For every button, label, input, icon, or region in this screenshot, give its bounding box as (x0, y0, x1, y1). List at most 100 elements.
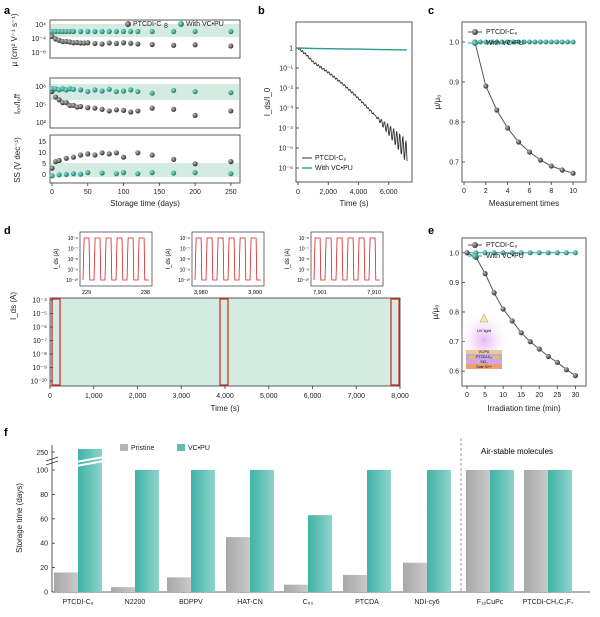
d-inset-xstart: 3,980 (194, 290, 208, 296)
a1-gray-point (171, 42, 177, 48)
a2-teal-point (149, 90, 155, 96)
a2-gray-point (52, 94, 59, 100)
d-inset-ytick: 10⁻⁷ (299, 247, 309, 253)
a3-teal-point (149, 170, 155, 176)
d-inset-pulse-trace (194, 237, 261, 281)
panel_c-ptcdi-point (483, 83, 489, 89)
a2-gray-point (56, 97, 62, 103)
panel_e-vcpu-point (572, 250, 578, 256)
panel_c-vcpu-point (532, 39, 538, 45)
f-bar-pristine (111, 587, 135, 592)
a-xtick-label: 150 (153, 189, 165, 196)
panel_e-vcpu-point (491, 250, 497, 256)
panel-a-sub2-frame (49, 77, 241, 129)
a3-ytick-1: 10 (38, 150, 46, 157)
f-category-label: HAT-CN (237, 599, 263, 606)
panel-a-xticks: 0 50 100 150 200 250 (50, 183, 237, 196)
f-category-label: NDI-cy6 (414, 599, 439, 606)
a2-gray-point (171, 106, 177, 112)
panel-c-series (472, 39, 576, 176)
f-category-label: PTCDA (355, 599, 379, 606)
panel_c-xtick-label: 2 (484, 188, 488, 195)
f-legend-vcpu: VC•PU (188, 445, 210, 452)
a2-teal-point (192, 88, 198, 95)
d-inset-ytick: 10⁻⁸ (68, 257, 78, 263)
panel-b-yticks: 1 10⁻¹ 10⁻² 10⁻³ 10⁻⁴ 10⁻⁵ 10⁻⁶ (279, 46, 299, 173)
f-category-label: PTCDI-CH₂C₃F₇ (523, 599, 574, 606)
d-inset-ylabel: I_ds (A) (166, 248, 172, 269)
ptcdi-layer (466, 354, 502, 359)
panel-d-main-frame (49, 297, 401, 387)
panel-d-xticks: 0 1,000 2,000 3,000 4,000 5,000 6,000 7,000 8,00… (48, 386, 409, 400)
panel_c-xtick-label: 8 (549, 188, 553, 195)
a-legend-ptcdi: PTCDI-C (133, 21, 161, 28)
f-ytick-label: 60 (40, 516, 48, 523)
c-ylabel: μ/μ₀ (433, 95, 442, 110)
panel_c-ptcdi-line (474, 41, 574, 174)
panel_c-ptcdi-point (548, 163, 554, 169)
panel_e-ptcdi-point (545, 353, 551, 359)
a1-gray-point (85, 40, 91, 46)
d-inset-pulse-trace (313, 237, 380, 281)
panel_e-ptcdi-point (482, 270, 488, 277)
a1-teal-point (56, 28, 62, 35)
drain-electrode (493, 356, 499, 359)
d-inset-ytick: 10⁻¹⁰ (297, 278, 309, 284)
e-xlabel: Irradiation time (min) (487, 404, 561, 413)
a2-gray-point (60, 100, 66, 106)
panel_c-ptcdi-point (570, 170, 576, 176)
panel-a-mobility-points (49, 28, 234, 49)
f-category-label: C₆₀ (303, 599, 314, 606)
f-bar-pristine (284, 584, 308, 592)
panel-f-yticks: 250 100 80 60 40 20 0 (36, 450, 55, 597)
a1-gray-point (78, 40, 84, 46)
a1-teal-point (78, 28, 84, 35)
a2-gray-point (128, 109, 134, 115)
panel_e-ptcdi-point (554, 359, 560, 365)
f-bar-vcpu (78, 449, 102, 592)
panel_c-vcpu-point (494, 39, 500, 45)
a2-gray-point (228, 108, 234, 114)
panel_e-ptcdi-point (572, 373, 578, 379)
a3-teal-point (70, 171, 77, 177)
panel-d-label: d (4, 225, 11, 237)
d-inset-ytick: 10⁻⁷ (68, 247, 78, 253)
c-legend-gray-marker (472, 29, 478, 35)
d-inset-ytick: 10⁻⁶ (68, 236, 78, 242)
f-bar-vcpu (135, 470, 159, 592)
f-bar-pristine (343, 574, 367, 592)
panel_e-xtick-label: 10 (499, 392, 507, 399)
a3-teal-point (135, 171, 141, 177)
panel-c-label: c (428, 5, 434, 17)
a3-gray-point (106, 151, 112, 157)
a1-teal-point (49, 28, 55, 35)
a3-gray-point (171, 156, 177, 162)
a2-ytick-0: 10⁸ (35, 84, 46, 91)
panel-b-frame (295, 21, 413, 183)
a2-gray-point (120, 107, 127, 113)
f-bar-break (75, 456, 105, 467)
panel_c-ytick-label: 0.8 (449, 120, 459, 127)
a2-gray-point (192, 112, 198, 118)
panel_c-vcpu-point (516, 39, 522, 45)
d-xtick-label: 2,000 (129, 393, 147, 400)
a1-teal-point (120, 28, 127, 35)
a2-ylabel: Iₒₙ/Iₒff (13, 93, 22, 114)
vcpu-layer (466, 350, 502, 354)
a-legend-teal-marker (178, 21, 184, 27)
a3-teal-point (99, 170, 105, 176)
b-ytick-label: 10⁻² (279, 86, 293, 93)
f-ytick-label: 40 (40, 541, 48, 548)
a3-teal-point (63, 171, 69, 177)
vcpu-layer-label: VC/PU (479, 350, 490, 354)
f-legend-vcpu-swatch (177, 444, 185, 451)
d-xtick-label: 1,000 (85, 393, 103, 400)
panel_c-vcpu-point (559, 39, 565, 45)
d-inset-xend: 7,910 (367, 290, 381, 296)
panel-a-sub1-frame (49, 19, 241, 59)
d-inset-ytick: 10⁻¹⁰ (66, 278, 78, 284)
panel_c-xtick-label: 4 (506, 188, 510, 195)
f-ytick-label: 100 (36, 468, 48, 475)
panel_c-vcpu-point (521, 39, 527, 45)
a-xtick-label: 250 (225, 189, 237, 196)
